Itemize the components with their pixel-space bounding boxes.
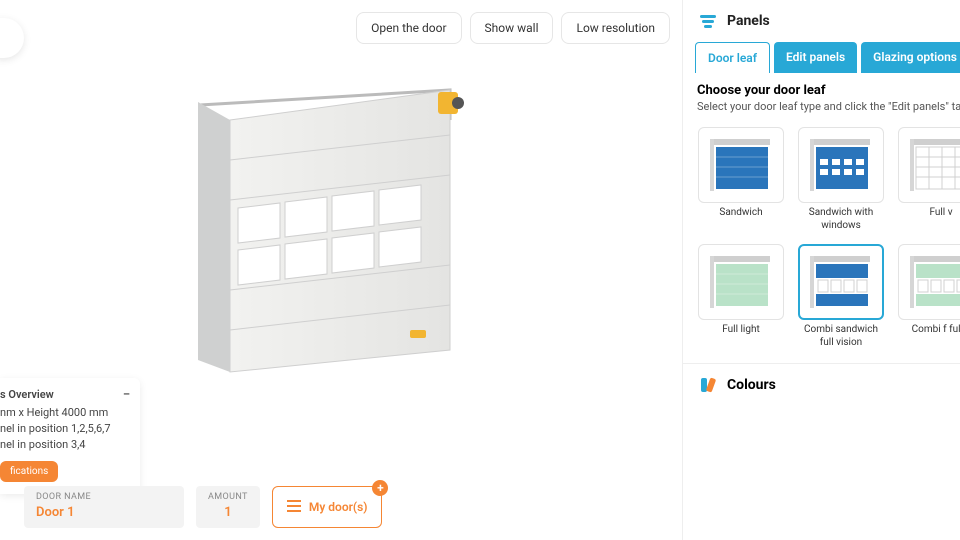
- door-leaf-label: Sandwich: [719, 207, 762, 231]
- door-leaf-thumb: [698, 244, 784, 320]
- door-leaf-option-sandwich-windows[interactable]: Sandwich with windows: [797, 127, 885, 232]
- door-leaf-label: Combi sandwich full vision: [797, 324, 885, 349]
- door-leaf-label: Combi f full v: [912, 324, 960, 348]
- door-leaf-label: Sandwich with windows: [797, 207, 885, 232]
- panel-tabs: Door leaf Edit panels Glazing options: [683, 42, 960, 73]
- door-leaf-thumb: [898, 127, 960, 203]
- door-leaf-thumb: [798, 127, 884, 203]
- door-leaf-thumb: [698, 127, 784, 203]
- door-name-label: DOOR NAME: [36, 492, 172, 502]
- config-side-panel: Panels Door leaf Edit panels Glazing opt…: [682, 0, 960, 540]
- spec-line: nel in position 1,2,5,6,7: [0, 421, 130, 437]
- spec-more-button[interactable]: fications: [0, 461, 58, 482]
- resolution-button[interactable]: Low resolution: [561, 12, 670, 44]
- choose-title: Choose your door leaf: [683, 73, 960, 100]
- door-leaf-label: Full v: [929, 207, 952, 231]
- door-leaf-option-sandwich[interactable]: Sandwich: [697, 127, 785, 232]
- panels-icon: [699, 12, 717, 30]
- colours-icon: [699, 376, 717, 394]
- door-name-field[interactable]: DOOR NAME Door 1: [24, 486, 184, 528]
- left-peek-bubble: [0, 18, 24, 58]
- spec-line: nm x Height 4000 mm: [0, 405, 130, 421]
- door-leaf-option-full-vision[interactable]: Full v: [897, 127, 960, 232]
- amount-label: AMOUNT: [208, 492, 248, 502]
- door-leaf-option-combi-fl-fv[interactable]: Combi f full v: [897, 244, 960, 349]
- spec-overview-card: s Overview – nm x Height 4000 mm nel in p…: [0, 378, 140, 494]
- bottom-bar: DOOR NAME Door 1 AMOUNT 1 My door(s) +: [24, 486, 382, 528]
- amount-value: 1: [208, 505, 248, 520]
- tab-glazing[interactable]: Glazing options: [861, 42, 960, 73]
- colours-title: Colours: [727, 377, 776, 393]
- my-doors-label: My door(s): [309, 500, 368, 514]
- choose-desc: Select your door leaf type and click the…: [683, 100, 960, 121]
- door-leaf-option-combi-sandwich-fv[interactable]: Combi sandwich full vision: [797, 244, 885, 349]
- door-leaf-option-full-light[interactable]: Full light: [697, 244, 785, 349]
- tab-edit-panels[interactable]: Edit panels: [774, 42, 857, 73]
- door-leaf-options: Sandwich Sandwich with windows Full v Full …: [683, 121, 960, 363]
- spec-line: nel in position 3,4: [0, 437, 130, 453]
- open-door-button[interactable]: Open the door: [356, 12, 461, 44]
- door-leaf-thumb: [898, 244, 960, 320]
- door-name-value: Door 1: [36, 505, 172, 520]
- show-wall-button[interactable]: Show wall: [470, 12, 554, 44]
- spec-collapse[interactable]: –: [123, 388, 130, 401]
- tab-door-leaf[interactable]: Door leaf: [695, 42, 770, 73]
- my-doors-button[interactable]: My door(s) +: [272, 486, 383, 528]
- door-leaf-thumb: [798, 244, 884, 320]
- door-3d-preview[interactable]: [120, 60, 480, 380]
- panels-section-header[interactable]: Panels: [683, 0, 960, 42]
- spec-title: s Overview: [0, 388, 54, 401]
- viewer-controls: Open the door Show wall Low resolution: [356, 12, 670, 44]
- colours-section-header[interactable]: Colours: [683, 363, 960, 406]
- panels-title: Panels: [727, 13, 770, 29]
- amount-field[interactable]: AMOUNT 1: [196, 486, 260, 528]
- plus-icon: +: [372, 480, 388, 496]
- list-icon: [287, 500, 301, 515]
- door-leaf-label: Full light: [722, 324, 760, 348]
